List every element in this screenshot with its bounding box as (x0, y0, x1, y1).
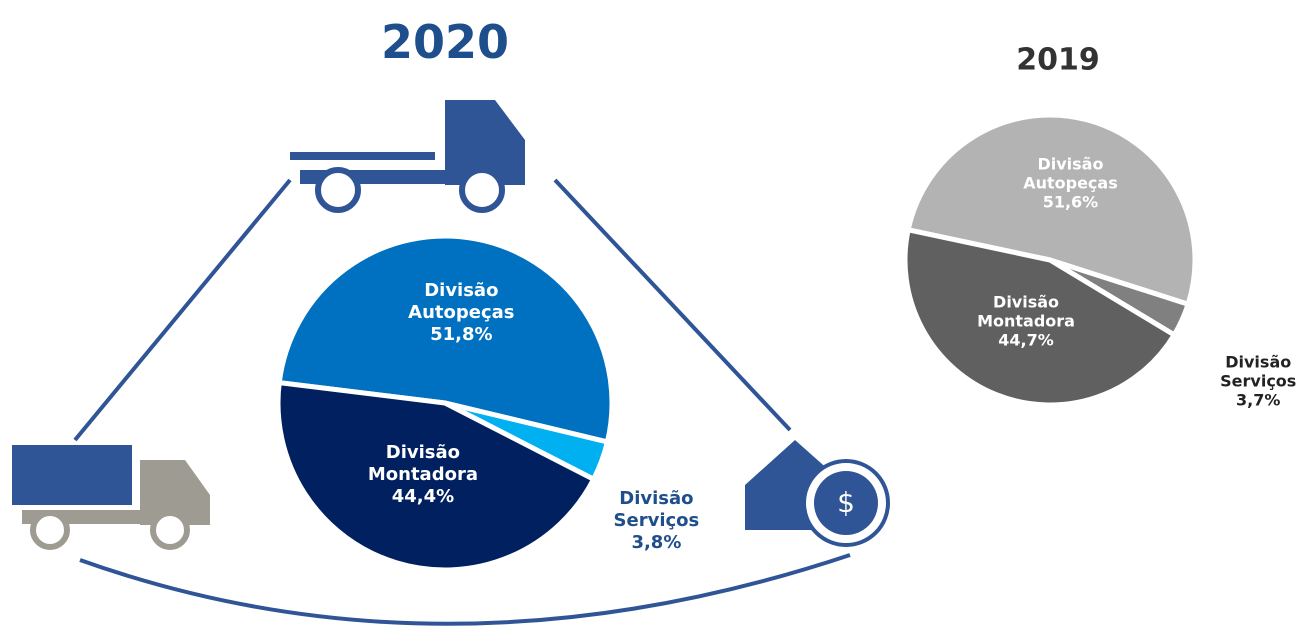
slice-name: Divisão Montadora (367, 441, 478, 485)
slice-value: 44,7% (998, 330, 1054, 350)
slice-label: Divisão Serviços 3,7% (1198, 352, 1302, 409)
slice-value: 51,6% (1042, 192, 1099, 212)
pie-slice (902, 226, 1178, 408)
slice-label: Divisão Montadora 44,4% (348, 442, 498, 508)
connector (553, 178, 792, 432)
truck-top (290, 100, 525, 213)
slice-label: Divisão Autopeças 51,6% (1010, 154, 1130, 211)
decoration (73, 178, 851, 626)
chart-title: 2020 (380, 15, 510, 69)
slice-name: Divisão Serviços (1220, 352, 1297, 391)
arc (79, 553, 851, 626)
slice-value: 3,7% (1236, 390, 1281, 410)
slice-name: Divisão Autopeças (408, 279, 515, 323)
slice-label: Divisão Autopeças 51,8% (386, 280, 536, 346)
svg-text:$: $ (837, 486, 855, 519)
pie-slice (275, 379, 597, 573)
chart-title: 2019 (1016, 42, 1100, 78)
slice-name: Divisão Serviços (613, 488, 700, 532)
pie-slice (905, 112, 1198, 308)
slice-value: 51,8% (430, 323, 493, 345)
slice-label: Divisão Serviços 3,8% (581, 488, 731, 554)
slice-name: Divisão Autopeças (1023, 154, 1118, 193)
truck-left (12, 445, 210, 550)
slice-name: Divisão Montadora (977, 292, 1075, 331)
slice-value: 3,8% (631, 532, 682, 554)
house-money: $ (745, 440, 890, 547)
slice-value: 44,4% (391, 485, 455, 507)
connector (73, 178, 292, 442)
slice-label: Divisão Montadora 44,7% (966, 292, 1086, 349)
